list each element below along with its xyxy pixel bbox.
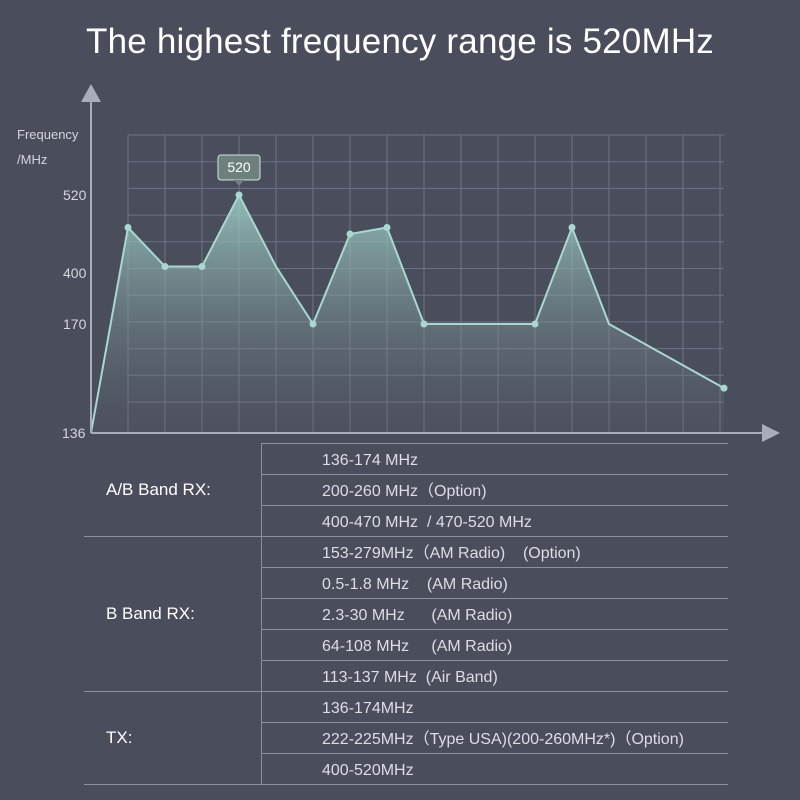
data-point [568,224,576,231]
chart-series-line [90,192,725,434]
chart-area-fill [91,195,724,433]
y-tick-label: 520 [63,187,87,203]
peak-callout-label: 520 [227,159,251,175]
data-point [531,320,539,328]
data-point [161,263,169,270]
y-axis-title: Frequency [17,127,79,142]
data-point [346,230,354,238]
x-axis-arrow-icon [762,424,780,442]
y-tick-label: 400 [63,265,87,281]
callout-pointer-icon [234,180,244,186]
data-point [309,320,317,328]
y-tick-label: 136 [62,425,86,441]
data-point [235,191,243,199]
page-title: The highest frequency range is 520MHz [85,22,715,61]
data-point [383,224,391,231]
y-tick-label: 170 [63,316,87,332]
data-point [720,384,728,392]
y-axis-unit: /MHz [17,152,47,167]
data-point [124,224,132,231]
data-point [198,263,206,270]
y-axis-arrow-icon [81,84,101,102]
data-point [420,320,428,328]
